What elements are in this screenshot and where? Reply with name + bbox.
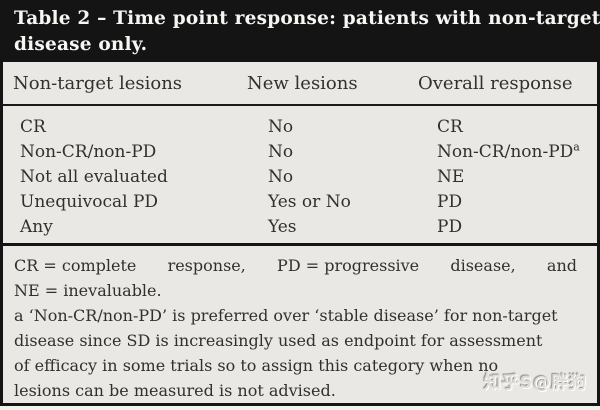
abbreviation-footnote-line1: CR = complete response, PD = progressive di… <box>14 253 577 278</box>
abbreviation-footnote-line2: NE = inevaluable. <box>14 281 162 300</box>
footnote-a-line: a ‘Non-CR/non-PD’ is preferred over ‘sta… <box>14 306 558 325</box>
table-cell: No <box>268 117 294 137</box>
table-cell: No <box>268 142 294 162</box>
bottom-strip <box>0 406 600 410</box>
zhihu-watermark: 知乎S@胖狗 <box>483 373 587 393</box>
table-cell: Unequivocal PD <box>20 192 159 212</box>
table-title: Table 2 – Time point response: patients … <box>14 6 600 58</box>
table-body-area: Non-target lesions New lesions Overall res… <box>0 62 600 406</box>
table-cell: Not all evaluated <box>20 167 168 187</box>
table-title-line: disease only. <box>14 34 148 55</box>
table-cell: Non-CR/non-PD <box>20 142 157 162</box>
table-row: Unequivocal PD Yes or No PD <box>3 190 597 215</box>
column-header: Non-target lesions <box>3 62 247 106</box>
table-cell: No <box>268 167 294 187</box>
footnote-a-line: lesions can be measured is not advised. <box>14 381 336 400</box>
footnotes: CR = complete response, PD = progressive di… <box>3 243 597 403</box>
footnote-a-line: of efficacy in some trials so to assign … <box>14 356 499 375</box>
table-rows: CR No CR Non-CR/non-PD No Non-CR/non-PDa Not a… <box>3 105 597 243</box>
table-cell: Yes or No <box>268 192 351 212</box>
justified-segment: PD = progressive <box>277 256 420 275</box>
table-cell: Yes <box>268 217 297 237</box>
table-title-line: Table 2 – Time point response: patients … <box>14 8 600 29</box>
footnote-a: a ‘Non-CR/non-PD’ is preferred over ‘sta… <box>14 303 577 403</box>
table-row: Not all evaluated No NE <box>3 165 597 190</box>
table-row: CR No CR <box>3 105 597 140</box>
table-cell: Any <box>20 217 53 237</box>
table-header: Non-target lesions New lesions Overall res… <box>3 62 597 106</box>
table-cell: CR <box>20 117 46 137</box>
justified-segment: CR = complete <box>14 256 137 275</box>
table-cell: PD <box>437 217 463 237</box>
table-cell: CR <box>437 117 463 137</box>
header-row: Non-target lesions New lesions Overall res… <box>3 62 597 106</box>
table-cell: PD <box>437 192 463 212</box>
superscript-footnote-marker: a <box>573 140 580 154</box>
table-row: Any Yes PD <box>3 215 597 243</box>
table-cell: Non-CR/non-PDa <box>437 140 580 162</box>
footnote-a-line: disease since SD is increasingly used as… <box>14 331 543 350</box>
table-cell: NE <box>437 167 465 187</box>
justified-segment: and <box>546 256 577 275</box>
justified-segment: response, <box>167 256 246 275</box>
justified-segment: disease, <box>450 256 516 275</box>
table-title-bar: Table 2 – Time point response: patients … <box>0 0 600 62</box>
response-table: Non-target lesions New lesions Overall res… <box>3 62 597 243</box>
column-header: New lesions <box>247 62 418 106</box>
column-header: Overall response <box>418 62 597 106</box>
table-row: Non-CR/non-PD No Non-CR/non-PDa <box>3 140 597 165</box>
